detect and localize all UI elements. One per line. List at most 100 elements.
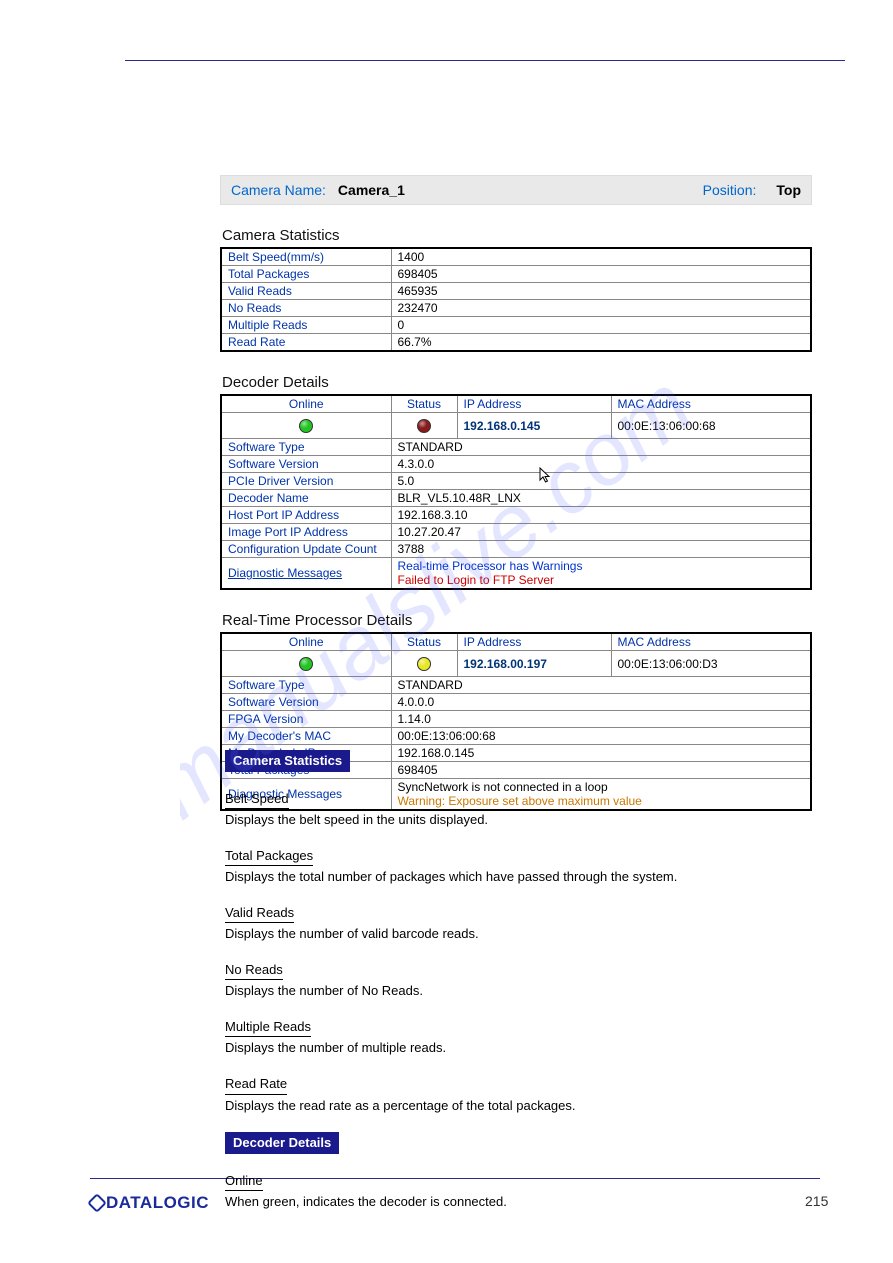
row-value: 1400 — [391, 248, 811, 266]
col-ip: IP Address — [457, 395, 611, 413]
logo-icon — [87, 1193, 107, 1213]
row-value: 0 — [391, 317, 811, 334]
table-row: Multiple Reads0 — [221, 317, 811, 334]
definition-desc: Displays the total number of packages wh… — [225, 868, 805, 886]
rtp-online-led — [221, 651, 391, 677]
position-label: Position: — [703, 182, 757, 198]
table-row: Software Version4.0.0.0 — [221, 694, 811, 711]
col-online: Online — [221, 633, 391, 651]
definition-desc: Displays the read rate as a percentage o… — [225, 1097, 805, 1115]
col-status: Status — [391, 633, 457, 651]
definition-item: OnlineWhen green, indicates the decoder … — [225, 1172, 805, 1211]
decoder-online-led — [221, 413, 391, 439]
table-row: FPGA Version1.14.0 — [221, 711, 811, 728]
definition-desc: Displays the number of multiple reads. — [225, 1039, 805, 1057]
definition-term: Online — [225, 1172, 263, 1192]
table-row: Software Version4.3.0.0 — [221, 456, 811, 473]
col-status: Status — [391, 395, 457, 413]
row-key: Multiple Reads — [221, 317, 391, 334]
row-key: Software Type — [221, 439, 391, 456]
definition-term: Camera Statistics — [225, 750, 350, 772]
top-rule — [125, 60, 845, 61]
definition-term: Total Packages — [225, 847, 313, 867]
table-row: Read Rate66.7% — [221, 334, 811, 352]
row-value: 66.7% — [391, 334, 811, 352]
row-value: STANDARD — [391, 439, 811, 456]
camera-panel: Camera Name: Camera_1 Position: Top Came… — [220, 175, 812, 811]
definition-term: Valid Reads — [225, 904, 294, 924]
definition-term: No Reads — [225, 961, 283, 981]
row-key: Belt Speed(mm/s) — [221, 248, 391, 266]
rtp-ip[interactable]: 192.168.00.197 — [457, 651, 611, 677]
definition-term: Decoder Details — [225, 1132, 339, 1154]
table-row: My Decoder's MAC00:0E:13:06:00:68 — [221, 728, 811, 745]
row-key: My Decoder's MAC — [221, 728, 391, 745]
diagnostic-messages-link[interactable]: Diagnostic Messages — [228, 566, 342, 580]
col-ip: IP Address — [457, 633, 611, 651]
row-key: Configuration Update Count — [221, 541, 391, 558]
table-row: PCIe Driver Version5.0 — [221, 473, 811, 490]
definition-item: Read RateDisplays the read rate as a per… — [225, 1075, 805, 1114]
decoder-diag-cell: Real-time Processor has WarningsFailed t… — [391, 558, 811, 590]
definition-desc: Displays the number of valid barcode rea… — [225, 925, 805, 943]
rtp-mac: 00:0E:13:06:00:D3 — [611, 651, 811, 677]
row-key: Decoder Name — [221, 490, 391, 507]
decoder-status-led — [391, 413, 457, 439]
row-value: 10.27.20.47 — [391, 524, 811, 541]
table-row: Host Port IP Address192.168.3.10 — [221, 507, 811, 524]
section-title-camera-stats: Camera Statistics — [222, 227, 812, 244]
table-row: Image Port IP Address10.27.20.47 — [221, 524, 811, 541]
definition-item: Total PackagesDisplays the total number … — [225, 847, 805, 886]
footer-logo: DATALOGIC — [90, 1193, 209, 1213]
row-value: 5.0 — [391, 473, 811, 490]
row-key: Software Version — [221, 456, 391, 473]
row-key: Software Type — [221, 677, 391, 694]
table-row: Total Packages698405 — [221, 266, 811, 283]
rtp-status-led — [391, 651, 457, 677]
definition-desc: Displays the belt speed in the units dis… — [225, 811, 805, 829]
row-key: FPGA Version — [221, 711, 391, 728]
table-row: Valid Reads465935 — [221, 283, 811, 300]
definition-desc: When green, indicates the decoder is con… — [225, 1193, 805, 1211]
definition-item: Multiple ReadsDisplays the number of mul… — [225, 1018, 805, 1057]
row-key: No Reads — [221, 300, 391, 317]
diagnostic-line: Real-time Processor has Warnings — [398, 559, 805, 573]
row-value: 4.0.0.0 — [391, 694, 811, 711]
rtp-head-row: Online Status IP Address MAC Address — [221, 633, 811, 651]
col-mac: MAC Address — [611, 633, 811, 651]
row-key: Host Port IP Address — [221, 507, 391, 524]
row-key: Software Version — [221, 694, 391, 711]
definition-term: Belt Speed — [225, 790, 289, 810]
decoder-ip[interactable]: 192.168.0.145 — [457, 413, 611, 439]
footer-brand: DATALOGIC — [106, 1193, 209, 1212]
page-number: 215 — [805, 1193, 828, 1209]
definition-item: Valid ReadsDisplays the number of valid … — [225, 904, 805, 943]
decoder-table: Online Status IP Address MAC Address 192… — [220, 394, 812, 590]
position-value: Top — [776, 182, 801, 198]
table-row: Decoder NameBLR_VL5.10.48R_LNX — [221, 490, 811, 507]
row-key: Total Packages — [221, 266, 391, 283]
definition-item: Decoder Details — [225, 1132, 805, 1154]
definition-item: Belt SpeedDisplays the belt speed in the… — [225, 790, 805, 829]
row-value: 4.3.0.0 — [391, 456, 811, 473]
row-key: Image Port IP Address — [221, 524, 391, 541]
row-value: 465935 — [391, 283, 811, 300]
row-value: BLR_VL5.10.48R_LNX — [391, 490, 811, 507]
decoder-head-row: Online Status IP Address MAC Address — [221, 395, 811, 413]
row-key: Read Rate — [221, 334, 391, 352]
row-value: 1.14.0 — [391, 711, 811, 728]
rtp-status-row: 192.168.00.197 00:0E:13:06:00:D3 — [221, 651, 811, 677]
row-value: 232470 — [391, 300, 811, 317]
row-value: 00:0E:13:06:00:68 — [391, 728, 811, 745]
section-title-rtp: Real-Time Processor Details — [222, 612, 812, 629]
definition-desc: Displays the number of No Reads. — [225, 982, 805, 1000]
definitions-block: Camera StatisticsBelt SpeedDisplays the … — [225, 750, 805, 1229]
definition-item: Camera Statistics — [225, 750, 805, 772]
decoder-mac: 00:0E:13:06:00:68 — [611, 413, 811, 439]
row-key: PCIe Driver Version — [221, 473, 391, 490]
section-title-decoder: Decoder Details — [222, 374, 812, 391]
row-value: 698405 — [391, 266, 811, 283]
row-value: STANDARD — [391, 677, 811, 694]
definition-item: No ReadsDisplays the number of No Reads. — [225, 961, 805, 1000]
camera-stats-table: Belt Speed(mm/s)1400Total Packages698405… — [220, 247, 812, 352]
